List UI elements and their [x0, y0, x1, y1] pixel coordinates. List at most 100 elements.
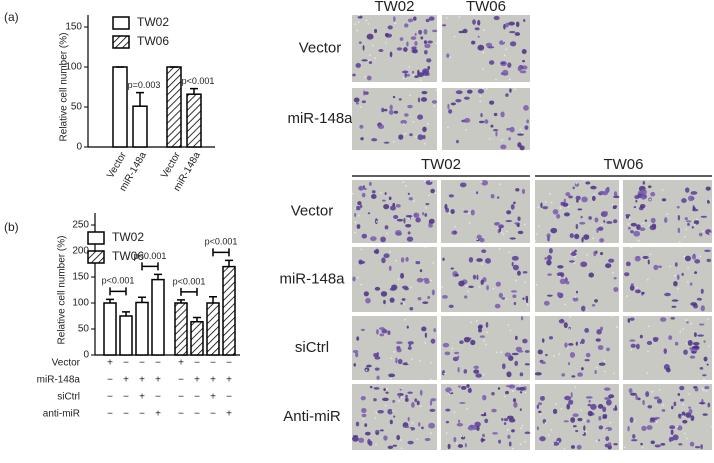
cell-stain — [406, 236, 414, 242]
row-label: siCtrl — [295, 339, 329, 356]
bar — [190, 320, 204, 356]
cell-stain — [650, 440, 655, 445]
cell-stain — [561, 373, 566, 377]
cell-stain — [464, 117, 471, 123]
pore — [550, 428, 553, 431]
pore — [549, 192, 551, 195]
pore — [505, 48, 507, 51]
cell-stain — [564, 395, 572, 401]
cell-stain — [539, 436, 546, 442]
cell-stain — [575, 195, 581, 201]
cell-stain — [411, 401, 415, 408]
cell-stain — [368, 61, 373, 65]
cell-stain — [387, 445, 394, 450]
cell-stain — [552, 408, 558, 414]
legend-label: TW06 — [137, 34, 169, 48]
cell-stain — [384, 225, 389, 230]
condition-mark: + — [139, 392, 145, 403]
cell-stain — [517, 230, 524, 235]
cell-stain — [421, 90, 428, 95]
cell-stain — [594, 369, 597, 374]
cell-stain — [503, 23, 506, 30]
pore — [569, 251, 572, 254]
cell-stain — [595, 338, 601, 342]
cell-stain — [476, 191, 479, 195]
cell-stain — [405, 215, 413, 218]
cell-stain — [456, 422, 464, 427]
cell-stain — [641, 291, 645, 295]
pore — [467, 290, 469, 293]
cell-stain — [463, 96, 470, 100]
cell-stain — [634, 289, 641, 294]
pore — [402, 77, 405, 80]
cell-stain — [691, 346, 699, 349]
cell-stain — [546, 294, 553, 297]
pore — [419, 79, 422, 82]
condition-mark: − — [123, 358, 129, 369]
cell-stain — [564, 342, 568, 348]
cell-stain — [393, 16, 396, 22]
pore — [354, 221, 357, 223]
cell-stain — [587, 403, 592, 407]
cell-stain — [515, 188, 520, 192]
cell-stain — [661, 408, 666, 412]
cell-stain — [676, 205, 680, 209]
cell-stain — [400, 302, 403, 305]
cell-stain — [534, 372, 542, 376]
cell-stain — [379, 333, 385, 337]
pore — [519, 128, 522, 131]
pore — [501, 231, 503, 234]
panel-label: (b) — [4, 220, 19, 234]
pore — [445, 17, 448, 19]
pore — [368, 59, 371, 62]
cell-stain — [612, 206, 617, 210]
cell-stain — [463, 369, 468, 374]
cell-stain — [494, 303, 501, 309]
cell-stain — [572, 297, 579, 302]
cell-stain — [404, 72, 407, 78]
cell-stain — [668, 436, 674, 443]
condition-mark: − — [194, 392, 200, 403]
cell-stain — [544, 257, 548, 260]
cell-stain — [441, 370, 446, 376]
pore — [649, 198, 652, 201]
cell-stain — [383, 388, 386, 392]
cell-stain — [597, 404, 604, 409]
pore — [371, 44, 374, 47]
cell-stain — [540, 202, 543, 208]
pore — [449, 56, 452, 59]
cell-stain — [361, 100, 366, 104]
pore — [585, 308, 588, 311]
cell-stain — [409, 307, 414, 311]
cell-stain — [646, 340, 653, 346]
error-bar — [106, 298, 114, 303]
cell-stain — [421, 426, 424, 430]
cell-stain — [575, 429, 579, 433]
cell-stain — [639, 334, 643, 339]
cell-stain — [666, 367, 671, 373]
cell-stain — [468, 285, 474, 288]
pore — [395, 259, 398, 262]
pore — [514, 279, 517, 282]
cell-stain — [509, 126, 515, 133]
cell-stain — [670, 317, 676, 320]
y-axis-label: Relative cell number (%) — [59, 33, 70, 142]
cell-stain — [627, 425, 630, 432]
cell-stain — [563, 212, 570, 217]
cell-stain — [355, 205, 361, 211]
pore — [495, 78, 497, 81]
pore — [441, 286, 444, 289]
cell-stain — [376, 375, 380, 380]
cell-stain — [428, 218, 435, 224]
cell-stain — [693, 220, 700, 225]
cell-stain — [452, 356, 459, 362]
cell-stain — [521, 188, 526, 195]
pore — [466, 285, 468, 287]
cell-stain — [383, 203, 390, 210]
cell-stain — [517, 66, 522, 72]
cell-stain — [513, 201, 516, 205]
y-tick-label: 100 — [65, 62, 82, 73]
pore — [391, 410, 394, 413]
cell-stain — [563, 420, 569, 423]
cell-stain — [538, 410, 542, 414]
